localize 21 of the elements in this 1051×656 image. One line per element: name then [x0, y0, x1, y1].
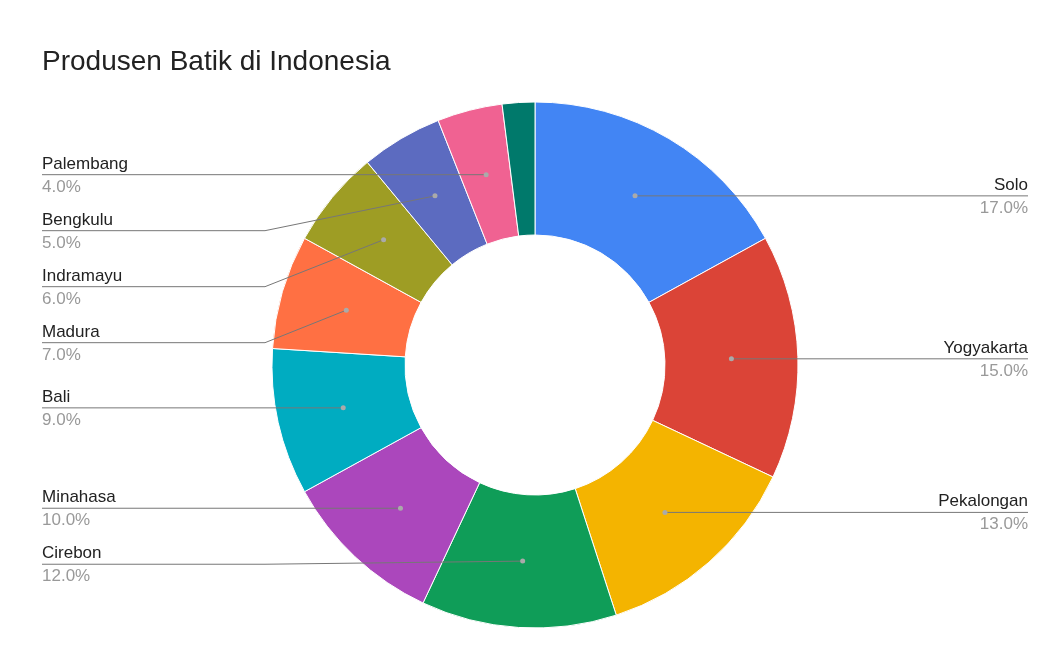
slice-label: Madura: [42, 321, 101, 341]
data-label: 12.0%: [42, 566, 91, 586]
data-label: 6.0%: [42, 288, 81, 308]
slice-label: Cirebon: [42, 543, 102, 563]
data-label: 15.0%: [979, 360, 1028, 380]
slice-label: Indramayu: [42, 265, 123, 285]
slice-label: Bengkulu: [42, 209, 113, 229]
data-label: 13.0%: [979, 514, 1028, 534]
data-label: 5.0%: [42, 232, 81, 252]
data-label: 7.0%: [42, 344, 81, 364]
data-label: 9.0%: [42, 409, 81, 429]
slice-label: Bali: [42, 386, 71, 406]
data-label: 4.0%: [42, 176, 81, 196]
data-label: 17.0%: [979, 197, 1028, 217]
data-label: 10.0%: [42, 510, 91, 530]
slice-label: Pekalongan: [938, 491, 1028, 511]
slice-label: Yogyakarta: [943, 337, 1029, 357]
chart-title: Produsen Batik di Indonesia: [42, 45, 392, 76]
slice-label: Palembang: [42, 153, 129, 173]
slice-label: Solo: [993, 174, 1028, 194]
slice-label: Minahasa: [42, 487, 117, 507]
